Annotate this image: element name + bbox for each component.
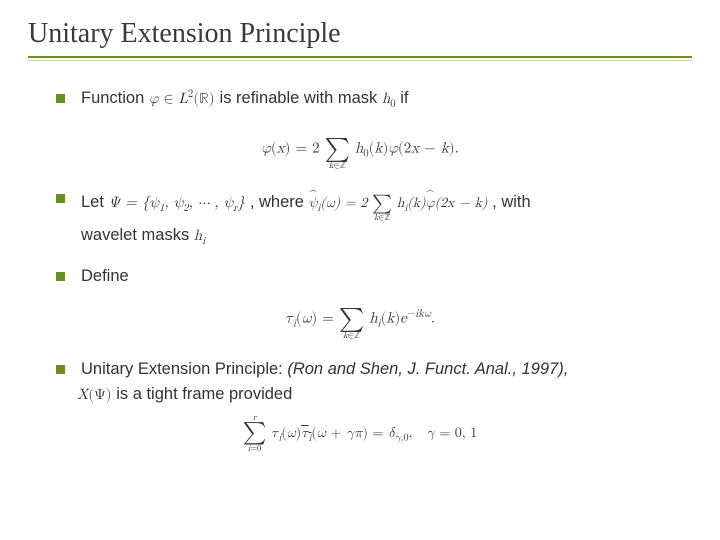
b2-line2-expr: hi <box>194 228 205 243</box>
b2-expr1: Ψ = {ψ1, ψ2, ⋯ , ψr} <box>109 195 250 210</box>
title-rule <box>28 56 692 62</box>
b2-line2-pre: wavelet masks <box>81 226 194 244</box>
bullet-4: Unitary Extension Principle: (Ron and Sh… <box>56 357 692 408</box>
b1-expr1: φ ∈ L2(ℝ) <box>149 91 220 106</box>
b4-line2-post: is a tight frame provided <box>116 385 292 403</box>
b1-expr2: h0 <box>382 91 396 106</box>
b4-formula: r∑i=0 τi(ω)τi(ω + γπ) = δγ,0, γ = 0, 1 <box>28 414 692 454</box>
b2-post: , with <box>492 193 531 211</box>
square-bullet-icon <box>56 194 65 203</box>
b4-line2-expr: X(Ψ) <box>77 387 112 402</box>
b2-expr2: ψi(ω) = 2 ∑k∈ℤ hi(k)φ(2x − k) <box>309 196 493 210</box>
slide-title: Unitary Extension Principle <box>28 18 692 50</box>
b4-line1: Unitary Extension Principle: (Ron and Sh… <box>81 360 568 378</box>
bullet-1: Function φ ∈ L2(ℝ) is refinable with mas… <box>56 86 692 114</box>
square-bullet-icon <box>56 94 65 103</box>
b3-pre: Define <box>81 267 129 285</box>
b1-formula: φ(x) = 2 ∑k∈ℤ h0(k)φ(2x − k). <box>28 128 692 171</box>
b3-formula: τi(ω) = ∑k∈ℤ hi(k)e−ikω. <box>28 298 692 341</box>
square-bullet-icon <box>56 272 65 281</box>
b1-pre: Function <box>81 89 149 107</box>
b1-mid: is refinable with mask <box>220 89 382 107</box>
b2-pre: Let <box>81 193 109 211</box>
b2-mid: , where <box>250 193 309 211</box>
b1-post: if <box>400 89 408 107</box>
bullet-2: Let Ψ = {ψ1, ψ2, ⋯ , ψr} , where ψi(ω) =… <box>56 186 692 250</box>
bullet-3: Define <box>56 264 692 290</box>
square-bullet-icon <box>56 365 65 374</box>
